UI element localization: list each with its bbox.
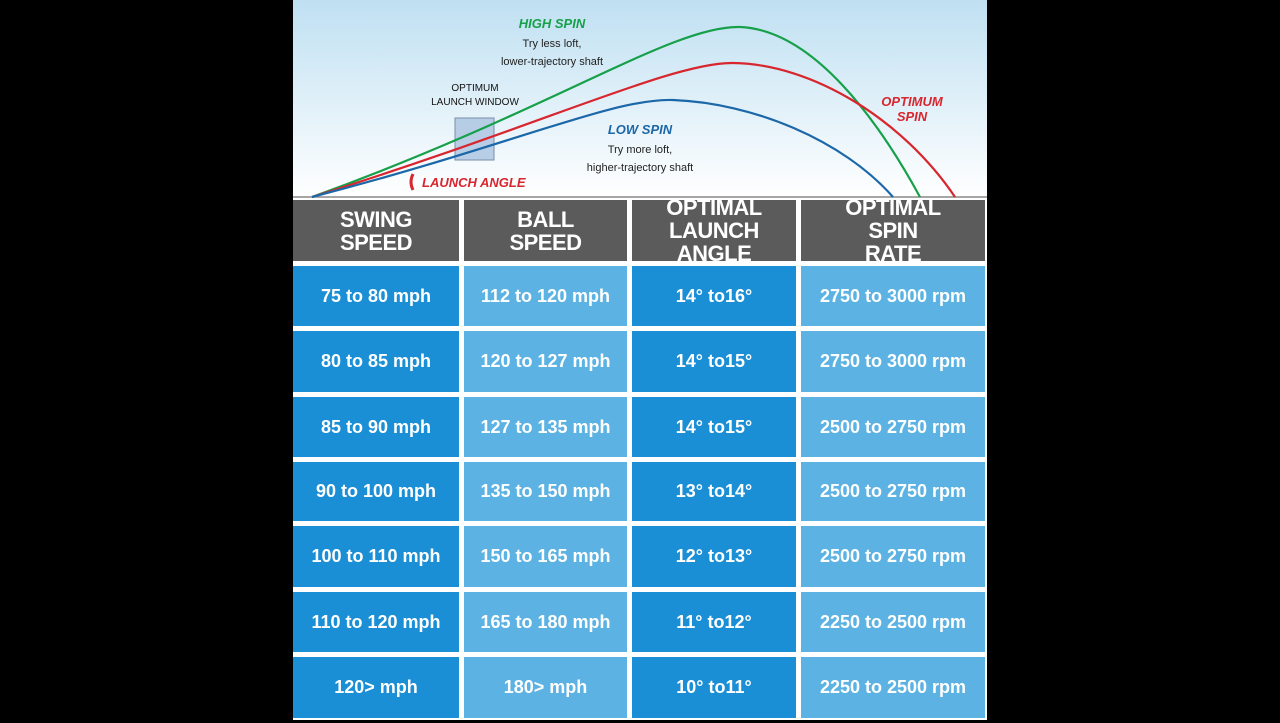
header-text: OPTIMAL SPIN RATE (845, 195, 941, 266)
table-cell: 12° to13° (632, 526, 796, 587)
header-text: OPTIMAL LAUNCH ANGLE (666, 195, 762, 266)
table-cell: 112 to 120 mph (464, 266, 627, 326)
table-cell: 110 to 120 mph (293, 592, 459, 652)
high-spin-curve (311, 25, 921, 198)
launch-table: SWING SPEED BALL SPEED OPTIMAL LAUNCH ANGL… (293, 196, 987, 723)
table-row: 100 to 110 mph 150 to 165 mph 12° to13° 250… (293, 526, 987, 587)
table-cell: 2250 to 2500 rpm (801, 657, 985, 718)
table-cell: 127 to 135 mph (464, 397, 627, 457)
table-row: 110 to 120 mph 165 to 180 mph 11° to12° 225… (293, 592, 987, 652)
optimum-spin-curve (311, 61, 956, 198)
table-row: 85 to 90 mph 127 to 135 mph 14° to15° 2500 … (293, 397, 987, 457)
optimum-spin-label: SPIN (897, 109, 928, 124)
table-cell: 150 to 165 mph (464, 526, 627, 587)
table-cell: 11° to12° (632, 592, 796, 652)
header-text: SWING SPEED (339, 206, 413, 255)
header-row: SWING SPEED BALL SPEED OPTIMAL LAUNCH ANGL… (293, 196, 987, 265)
table-cell: 120> mph (293, 657, 459, 718)
table-cell: 2750 to 3000 rpm (801, 266, 985, 326)
table-cell: 100 to 110 mph (293, 526, 459, 587)
table-cell: 14° to16° (632, 266, 796, 326)
table-cell: 10° to11° (632, 657, 796, 718)
table-cell: 2750 to 3000 rpm (801, 331, 985, 392)
table-cell: 85 to 90 mph (293, 397, 459, 457)
table-cell: 2250 to 2500 rpm (801, 592, 985, 652)
header-cell: SWING SPEED (293, 200, 459, 261)
table-row: 120> mph 180> mph 10° to11° 2250 to 2500 rp… (293, 657, 987, 718)
table-cell: 120 to 127 mph (464, 331, 627, 392)
table-cell: 13° to14° (632, 462, 796, 521)
high-spin-tip: Try less loft, (523, 38, 582, 50)
table-cell: 2500 to 2750 rpm (801, 397, 985, 457)
table-cell: 80 to 85 mph (293, 331, 459, 392)
table-cell: 2500 to 2750 rpm (801, 462, 985, 521)
header-cell: BALL SPEED (464, 200, 627, 261)
header-cell: OPTIMAL LAUNCH ANGLE (632, 196, 796, 265)
infographic: HIGH SPIN Try less loft, lower-trajector… (293, 0, 987, 720)
window-label: OPTIMUM (451, 83, 498, 94)
optimum-spin-label: OPTIMUM (881, 94, 944, 109)
trajectory-diagram: HIGH SPIN Try less loft, lower-trajector… (293, 0, 987, 198)
header-text: BALL SPEED (509, 206, 582, 255)
table-cell: 165 to 180 mph (464, 592, 627, 652)
launch-angle-arc (409, 173, 415, 191)
table-cell: 135 to 150 mph (464, 462, 627, 521)
table-row: 75 to 80 mph 112 to 120 mph 14° to16° 2750 … (293, 266, 987, 326)
low-spin-tip: Try more loft, (608, 144, 672, 156)
low-spin-curve (311, 98, 894, 198)
launch-angle-label: LAUNCH ANGLE (422, 175, 526, 190)
low-spin-label: LOW SPIN (608, 122, 673, 137)
table-row: 80 to 85 mph 120 to 127 mph 14° to15° 2750 … (293, 331, 987, 392)
table-cell: 75 to 80 mph (293, 266, 459, 326)
high-spin-label: HIGH SPIN (519, 16, 586, 31)
table-cell: 90 to 100 mph (293, 462, 459, 521)
header-cell: OPTIMAL SPIN RATE (801, 196, 985, 265)
table-cell: 14° to15° (632, 397, 796, 457)
low-spin-tip: higher-trajectory shaft (587, 162, 693, 174)
high-spin-tip: lower-trajectory shaft (501, 56, 603, 68)
table-row: 90 to 100 mph 135 to 150 mph 13° to14° 2500… (293, 462, 987, 521)
window-label: LAUNCH WINDOW (431, 97, 519, 108)
table-cell: 2500 to 2750 rpm (801, 526, 985, 587)
table-cell: 180> mph (464, 657, 627, 718)
table-cell: 14° to15° (632, 331, 796, 392)
